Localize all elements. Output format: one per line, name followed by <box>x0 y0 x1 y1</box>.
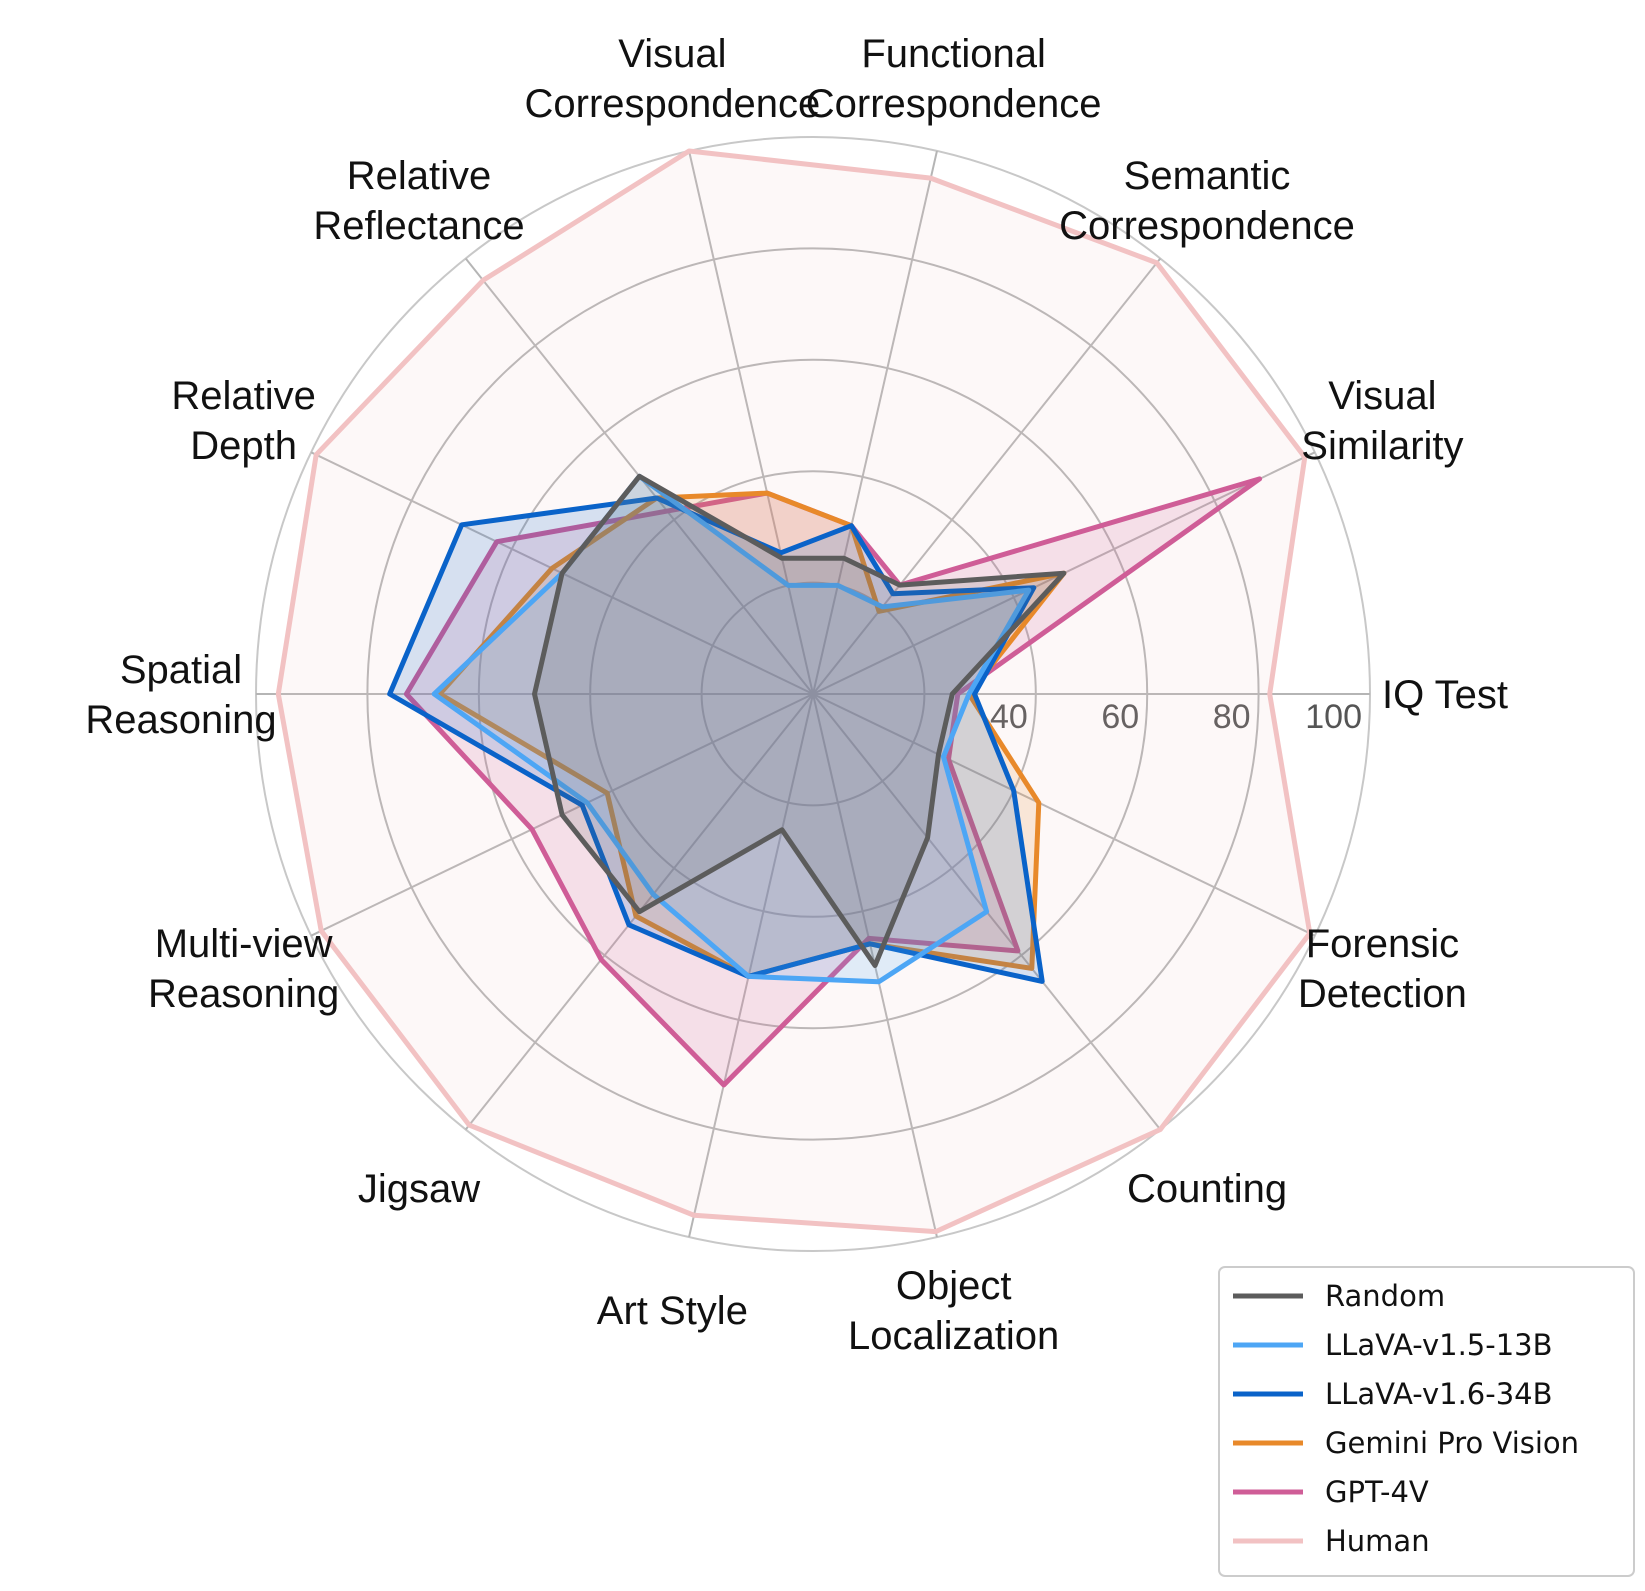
series-random <box>532 473 1067 968</box>
category-label: Counting <box>1127 1167 1287 1211</box>
legend-frame <box>1218 1266 1635 1577</box>
tick-label-60: 60 <box>1101 698 1139 736</box>
grid-spoke <box>812 693 1316 937</box>
legend-label: Random <box>1325 1279 1445 1313</box>
category-labels: IQ Test Visual Similarity Semantic Correspon… <box>85 32 1508 1358</box>
legend-items: Random LLaVA-v1.5-13B LLaVA-v1.6-34B Gemini… <box>1233 1279 1579 1558</box>
category-label: Relative Reflectance <box>313 154 524 248</box>
tick-label-40: 40 <box>990 698 1028 736</box>
category-label: Functional Correspondence <box>806 32 1102 126</box>
category-label: Relative Depth <box>171 374 316 468</box>
grid-spoke <box>812 257 1162 695</box>
category-label: Visual Correspondence <box>524 32 820 126</box>
category-label: Object Localization <box>848 1264 1059 1358</box>
legend: Random LLaVA-v1.5-13B LLaVA-v1.6-34B Gemini… <box>1218 1266 1635 1577</box>
series-llava-v1-5-13b <box>431 473 1032 985</box>
series-gpt-4v <box>403 476 1263 1088</box>
grid-spoke <box>688 693 814 1238</box>
category-label: Jigsaw <box>358 1167 480 1211</box>
category-label: Forensic Detection <box>1298 922 1467 1016</box>
category-label: Spatial Reasoning <box>85 648 276 742</box>
category-label: IQ Test <box>1382 673 1508 717</box>
legend-label: Gemini Pro Vision <box>1325 1426 1579 1460</box>
legend-label: Human <box>1325 1524 1430 1558</box>
radial-tick-labels: 40 60 80 100 <box>990 698 1362 736</box>
data-series <box>275 148 1313 1235</box>
series-gemini-pro-vision <box>437 490 1067 979</box>
grid-spoke <box>812 150 938 695</box>
legend-label: GPT-4V <box>1325 1475 1429 1509</box>
series-human <box>275 148 1313 1235</box>
legend-label: LLaVA-v1.5-13B <box>1325 1328 1553 1362</box>
category-label: Semantic Correspondence <box>1059 154 1355 248</box>
category-label: Multi-view Reasoning <box>148 922 339 1016</box>
category-label: Art Style <box>597 1289 748 1333</box>
tick-label-100: 100 <box>1305 698 1362 736</box>
tick-label-80: 80 <box>1213 698 1251 736</box>
grid-spoke <box>688 150 814 695</box>
category-label: Visual Similarity <box>1301 374 1463 468</box>
radar-grid <box>255 136 1371 1252</box>
legend-label: LLaVA-v1.6-34B <box>1325 1377 1553 1411</box>
